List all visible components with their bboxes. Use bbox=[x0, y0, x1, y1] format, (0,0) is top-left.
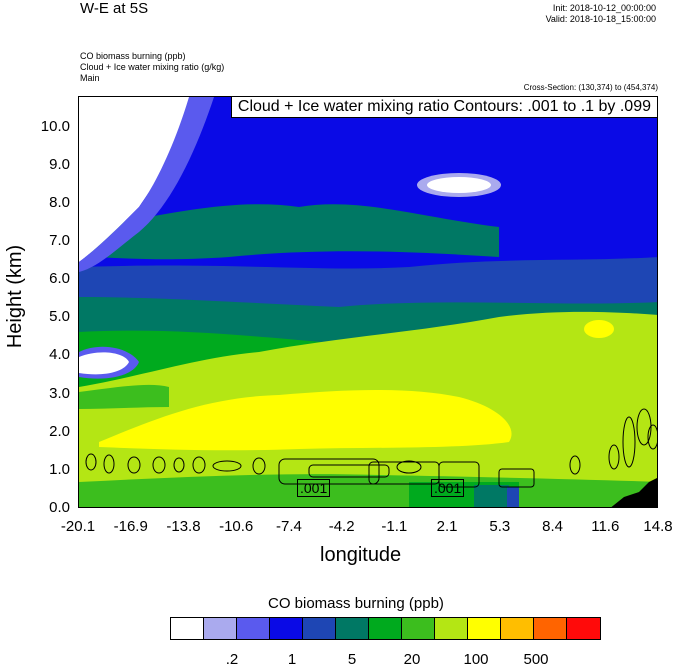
colorbar-swatch bbox=[237, 618, 270, 639]
plot-title: W-E at 5S bbox=[80, 0, 149, 17]
field-layer-teal bbox=[79, 297, 657, 347]
contour-label: .001 bbox=[431, 479, 465, 497]
field-layer-white-topleft bbox=[79, 97, 199, 262]
x-tick-label: -16.9 bbox=[113, 518, 148, 535]
colorbar-tick-label: 1 bbox=[287, 651, 297, 668]
colorbar-swatch bbox=[435, 618, 468, 639]
cross-section-label: Cross-Section: (130,374) to (454,374) bbox=[523, 83, 658, 92]
y-tick-label: 10.0 bbox=[40, 117, 70, 135]
colorbar-swatch bbox=[336, 618, 369, 639]
colorbar-swatch bbox=[567, 618, 600, 639]
field-surface-teal-block bbox=[474, 485, 509, 507]
field-layer-yellow bbox=[99, 390, 512, 451]
colorbar-tick-label: 20 bbox=[403, 651, 421, 668]
colorbar bbox=[170, 617, 601, 640]
co-field-heatmap bbox=[79, 97, 657, 507]
colorbar-swatch bbox=[501, 618, 534, 639]
cloud-contour bbox=[103, 454, 115, 474]
x-tick-label: 8.4 bbox=[542, 518, 563, 535]
colorbar-swatch bbox=[402, 618, 435, 639]
terrain-mask bbox=[611, 478, 657, 507]
colorbar-tick-label: 500 bbox=[523, 651, 549, 668]
cloud-contour bbox=[636, 408, 652, 446]
y-tick-label: 2.0 bbox=[49, 422, 70, 440]
field-description-co: CO biomass burning (ppb) bbox=[80, 51, 186, 61]
x-tick-label: -7.4 bbox=[275, 518, 302, 535]
cloud-contour bbox=[647, 424, 657, 450]
field-layer-lightblue-topleft bbox=[79, 97, 214, 272]
colorbar-swatch bbox=[534, 618, 567, 639]
cloud-contour bbox=[438, 461, 480, 488]
cloud-contour bbox=[173, 457, 185, 473]
cloud-contour bbox=[85, 453, 97, 471]
colorbar-swatch bbox=[171, 618, 204, 639]
colorbar-tick-label: 100 bbox=[463, 651, 489, 668]
cloud-contour bbox=[622, 416, 636, 468]
y-tick-label: 0.0 bbox=[49, 499, 70, 516]
field-description-cloud: Cloud + Ice water mixing ratio (g/kg) bbox=[80, 62, 225, 72]
field-blob-white bbox=[427, 177, 491, 193]
colorbar-tick-label: .2 bbox=[225, 651, 239, 668]
x-tick-label: 14.8 bbox=[643, 518, 673, 535]
cloud-contour bbox=[396, 460, 422, 474]
field-blob-left-white bbox=[79, 352, 129, 375]
cloud-contour bbox=[308, 464, 390, 478]
init-time: Init: 2018-10-12_00:00:00 bbox=[552, 3, 656, 13]
cloud-contour bbox=[569, 455, 581, 475]
field-blob-yellow-right bbox=[584, 320, 614, 338]
colorbar-tick-label: 5 bbox=[347, 651, 357, 668]
colorbar-swatch bbox=[468, 618, 501, 639]
x-tick-label: -20.1 bbox=[60, 518, 96, 535]
contour-info-box: Cloud + Ice water mixing ratio Contours:… bbox=[230, 97, 657, 118]
cloud-contour bbox=[252, 457, 266, 475]
cloud-contours bbox=[85, 408, 657, 488]
colorbar-swatch bbox=[204, 618, 237, 639]
colorbar-swatch bbox=[270, 618, 303, 639]
y-tick-label: 5.0 bbox=[49, 308, 70, 326]
x-tick-label: 2.1 bbox=[436, 518, 458, 535]
x-tick-label: -1.1 bbox=[381, 518, 408, 535]
y-tick-label: 8.0 bbox=[49, 193, 70, 211]
y-tick-label: 6.0 bbox=[49, 270, 70, 288]
x-tick-label: -13.8 bbox=[166, 518, 201, 535]
cloud-contour bbox=[498, 468, 535, 488]
contour-label: .001 bbox=[297, 479, 331, 497]
field-surface-blue-block bbox=[507, 487, 519, 507]
y-tick-label: 1.0 bbox=[49, 460, 70, 478]
cloud-contour bbox=[192, 456, 206, 474]
y-tick-label: 7.0 bbox=[49, 231, 70, 249]
y-tick-label: 4.0 bbox=[49, 346, 70, 364]
colorbar-title: CO biomass burning (ppb) bbox=[268, 595, 444, 612]
field-layer-midgreen bbox=[79, 384, 169, 409]
x-axis-label: longitude bbox=[320, 544, 402, 566]
cloud-contour bbox=[152, 456, 166, 474]
cloud-contour bbox=[212, 460, 242, 472]
x-tick-label: 5.3 bbox=[489, 518, 511, 535]
y-axis-label: Height (km) bbox=[4, 244, 27, 349]
cross-section-plot: .001 .001 Cloud + Ice water mixing ratio… bbox=[78, 96, 658, 508]
valid-time: Valid: 2018-10-18_15:00:00 bbox=[545, 14, 656, 24]
cloud-contour bbox=[127, 456, 141, 474]
x-tick-label: -4.2 bbox=[328, 518, 355, 535]
colorbar-swatch bbox=[369, 618, 402, 639]
cloud-contour bbox=[608, 444, 620, 470]
y-tick-label: 3.0 bbox=[49, 384, 70, 402]
x-tick-label: 11.6 bbox=[591, 518, 620, 535]
field-layer-teal-upper bbox=[89, 204, 499, 260]
x-tick-label: -10.6 bbox=[219, 518, 254, 535]
y-tick-label: 9.0 bbox=[49, 155, 70, 173]
domain-label: Main bbox=[80, 73, 100, 83]
colorbar-swatch bbox=[303, 618, 336, 639]
cloud-contour bbox=[278, 458, 380, 485]
